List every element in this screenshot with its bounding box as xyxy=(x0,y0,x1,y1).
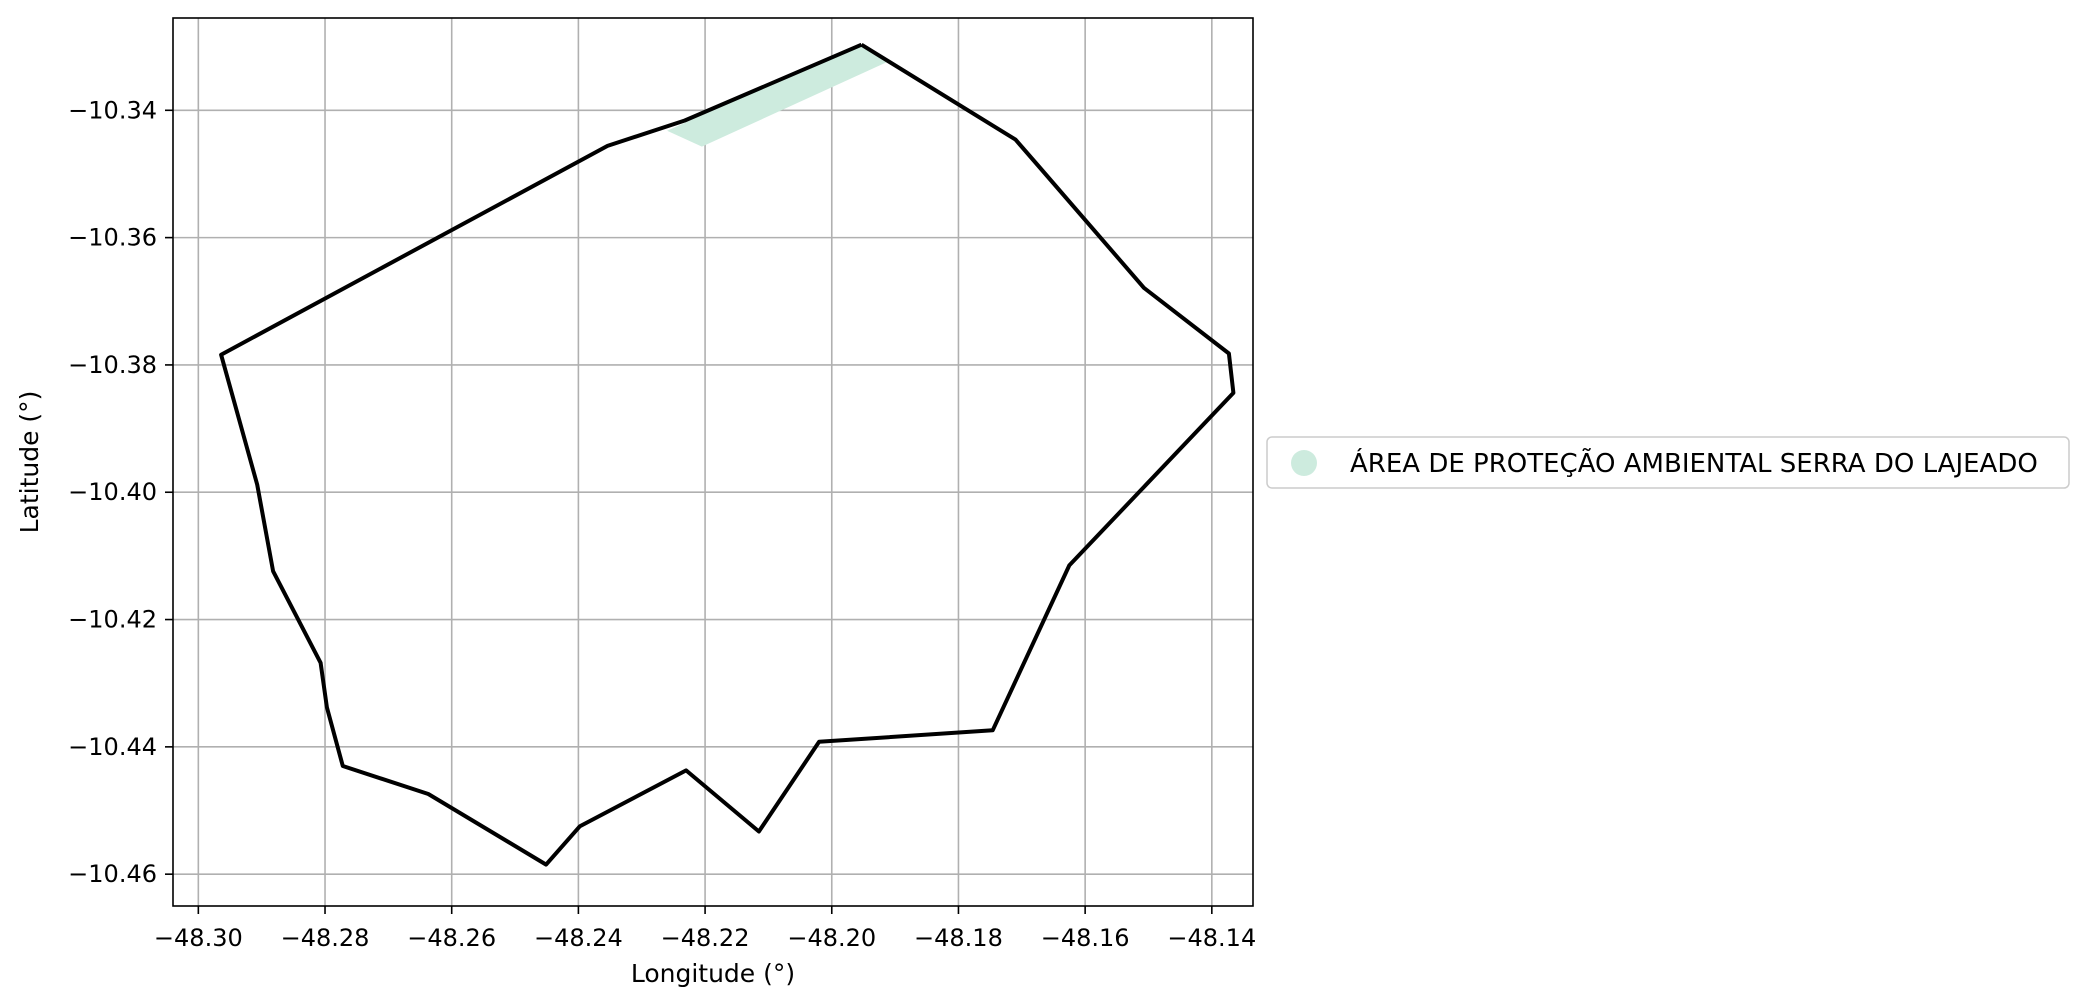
legend: ÁREA DE PROTEÇÃO AMBIENTAL SERRA DO LAJE… xyxy=(1266,436,2070,489)
y-axis-ticks: −10.34 −10.36 −10.38 −10.40 −10.42 −10.44 −10.… xyxy=(68,96,173,888)
x-tick-label: −48.26 xyxy=(407,924,496,952)
y-tick-label: −10.34 xyxy=(68,96,157,124)
x-tick-label: −48.16 xyxy=(1041,924,1130,952)
y-axis-title: Latitude (°) xyxy=(15,391,44,534)
x-tick-label: −48.30 xyxy=(154,924,243,952)
legend-label-protected-area: ÁREA DE PROTEÇÃO AMBIENTAL SERRA DO LAJE… xyxy=(1350,447,2038,479)
legend-box xyxy=(1266,436,2070,489)
x-tick-label: −48.28 xyxy=(281,924,370,952)
y-tick-label: −10.42 xyxy=(68,606,157,634)
legend-marker-protected-area xyxy=(1291,450,1317,476)
x-axis-ticks: −48.30 −48.28 −48.26 −48.24 −48.22 −48.20 −48.… xyxy=(154,906,1256,952)
x-tick-label: −48.14 xyxy=(1167,924,1256,952)
plot-frame xyxy=(172,17,1254,907)
y-tick-label: −10.38 xyxy=(68,351,157,379)
x-tick-label: −48.24 xyxy=(534,924,623,952)
x-axis-title: Longitude (°) xyxy=(631,959,795,988)
y-tick-label: −10.40 xyxy=(68,478,157,506)
x-tick-label: −48.22 xyxy=(661,924,750,952)
y-tick-label: −10.44 xyxy=(68,733,157,761)
y-tick-label: −10.36 xyxy=(68,224,157,252)
x-tick-label: −48.20 xyxy=(787,924,876,952)
grid-lines xyxy=(173,18,1253,906)
y-tick-label: −10.46 xyxy=(68,860,157,888)
x-tick-label: −48.18 xyxy=(914,924,1003,952)
municipality-boundary-line xyxy=(219,42,1236,867)
protected-area-polygon[interactable] xyxy=(667,44,889,147)
